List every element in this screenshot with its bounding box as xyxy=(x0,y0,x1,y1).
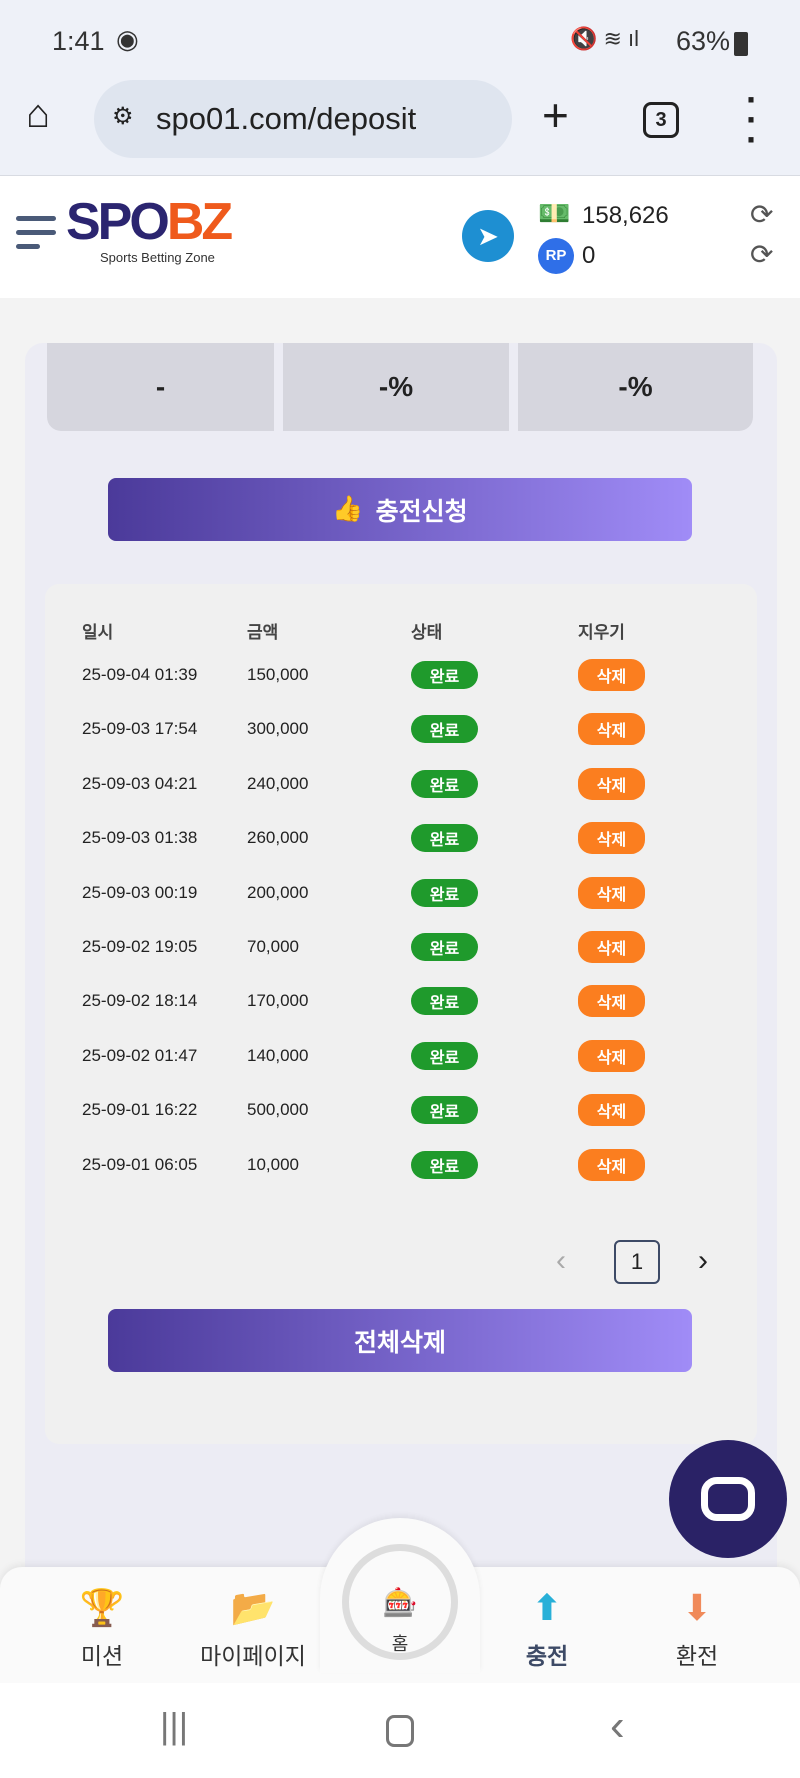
home-button-icon[interactable] xyxy=(386,1715,414,1747)
amount-cell: 200,000 xyxy=(247,882,309,902)
recents-icon[interactable]: ||| xyxy=(160,1705,189,1746)
amount-cell: 150,000 xyxy=(247,665,309,684)
new-tab-icon[interactable]: + xyxy=(542,89,569,141)
thumbs-up-icon: 👍 xyxy=(332,495,364,523)
delete-button[interactable]: 삭제 xyxy=(578,1094,645,1127)
menu-icon[interactable]: · · · xyxy=(746,79,758,160)
amount-cell: 170,000 xyxy=(247,991,309,1011)
points-icon: RP xyxy=(538,238,574,274)
status-badge: 완료 xyxy=(411,1041,478,1070)
column-header: 일시 xyxy=(82,623,114,642)
money-icon: 💵 xyxy=(538,198,571,228)
withdraw-icon: ⬇ xyxy=(681,1587,713,1628)
status-bar: 1:41 ◉ 🔇 ≋ ıl 63% xyxy=(0,0,800,70)
delete-button[interactable]: 삭제 xyxy=(578,931,645,963)
stat-box: -% xyxy=(518,343,753,431)
nav-item-0[interactable]: 🏆 미션 xyxy=(37,1567,167,1671)
battery-level: 63% xyxy=(676,26,731,56)
delete-button[interactable]: 삭제 xyxy=(578,1039,645,1072)
home-icon[interactable]: ⌂ xyxy=(26,92,51,136)
site-settings-icon[interactable]: ⚙ xyxy=(112,103,134,130)
home-bump xyxy=(320,1518,480,1673)
nav-item-3[interactable]: ⬆ 충전 xyxy=(482,1567,612,1671)
trophy-icon: 🏆 xyxy=(79,1587,125,1628)
status-badge: 완료 xyxy=(411,715,478,744)
chat-icon xyxy=(701,1477,755,1521)
back-icon[interactable]: ‹ xyxy=(610,1701,625,1750)
status-badge: 완료 xyxy=(411,824,478,853)
amount-cell: 260,000 xyxy=(247,828,309,848)
deposit-request-button[interactable]: 👍 충전신청 xyxy=(108,478,692,541)
folder-icon: 📂 xyxy=(230,1587,276,1628)
delete-all-button[interactable]: 전체삭제 xyxy=(108,1309,692,1372)
browser-toolbar: ⌂ ⚙ spo01.com/deposit + 3 · · · xyxy=(0,70,800,176)
nav-item-2[interactable]: 🎰 홈 xyxy=(335,1566,465,1656)
battery-icon xyxy=(734,32,748,56)
stat-box: -% xyxy=(283,343,509,431)
chat-button[interactable] xyxy=(669,1440,787,1558)
delete-button[interactable]: 삭제 xyxy=(578,985,645,1018)
site-header: SPOBZ Sports Betting Zone ➤ 💵 158,626 RP… xyxy=(0,176,800,298)
status-badge: 완료 xyxy=(411,1150,478,1179)
status-badge: 완료 xyxy=(411,878,478,907)
prev-page-icon[interactable]: ‹ xyxy=(556,1244,566,1277)
delete-button[interactable]: 삭제 xyxy=(578,822,645,855)
column-header: 상태 xyxy=(411,623,443,642)
nav-item-1[interactable]: 📂 마이페이지 xyxy=(188,1567,318,1671)
nav-item-4[interactable]: ⬇ 환전 xyxy=(632,1567,762,1671)
refresh-points-icon[interactable]: ⟳ xyxy=(750,239,774,270)
aperture-icon: ◉ xyxy=(116,24,139,54)
refresh-money-icon[interactable]: ⟳ xyxy=(750,199,774,230)
status-badge: 완료 xyxy=(411,769,478,798)
telegram-icon[interactable]: ➤ xyxy=(462,210,514,262)
deposit-icon: ⬆ xyxy=(531,1587,563,1628)
date-cell: 25-09-03 04:21 xyxy=(82,773,198,793)
amount-cell: 500,000 xyxy=(247,1100,309,1120)
status-badge: 완료 xyxy=(411,1096,478,1125)
date-cell: 25-09-02 18:14 xyxy=(82,991,198,1011)
delete-button[interactable]: 삭제 xyxy=(578,713,645,746)
money-balance: 158,626 xyxy=(582,202,669,229)
next-page-icon[interactable]: › xyxy=(698,1244,708,1277)
amount-cell: 140,000 xyxy=(247,1045,309,1065)
column-header: 지우기 xyxy=(578,623,625,642)
system-nav: ||| ‹ xyxy=(0,1683,800,1778)
amount-cell: 300,000 xyxy=(247,719,309,739)
amount-cell: 70,000 xyxy=(247,937,299,956)
amount-cell: 240,000 xyxy=(247,773,309,793)
logo[interactable]: SPOBZ Sports Betting Zone xyxy=(66,193,233,265)
date-cell: 25-09-04 01:39 xyxy=(82,665,198,684)
delete-button[interactable]: 삭제 xyxy=(578,876,645,909)
clock: 1:41 xyxy=(52,26,105,56)
hamburger-icon[interactable] xyxy=(16,216,56,249)
date-cell: 25-09-01 16:22 xyxy=(82,1100,198,1120)
date-cell: 25-09-03 01:38 xyxy=(82,828,198,848)
delete-button[interactable]: 삭제 xyxy=(578,1148,645,1181)
date-cell: 25-09-02 19:05 xyxy=(82,937,198,956)
status-badge: 완료 xyxy=(411,661,478,689)
delete-button[interactable]: 삭제 xyxy=(578,659,645,691)
signal-icons: 🔇 ≋ ıl xyxy=(570,26,640,51)
date-cell: 25-09-02 01:47 xyxy=(82,1045,198,1065)
tab-count-button[interactable]: 3 xyxy=(643,102,679,138)
column-header: 금액 xyxy=(247,623,279,642)
page-1-button[interactable]: 1 xyxy=(614,1240,660,1284)
date-cell: 25-09-01 06:05 xyxy=(82,1154,198,1174)
url-text: spo01.com/deposit xyxy=(156,101,417,136)
address-bar[interactable]: ⚙ spo01.com/deposit xyxy=(94,80,512,158)
stat-box: - xyxy=(47,343,274,431)
date-cell: 25-09-03 00:19 xyxy=(82,882,198,902)
date-cell: 25-09-03 17:54 xyxy=(82,719,198,739)
points-balance: 0 xyxy=(582,242,596,269)
home-logo-icon: 🎰 xyxy=(382,1587,418,1618)
delete-button[interactable]: 삭제 xyxy=(578,767,645,800)
status-badge: 완료 xyxy=(411,987,478,1016)
amount-cell: 10,000 xyxy=(247,1154,299,1174)
status-badge: 완료 xyxy=(411,933,478,961)
